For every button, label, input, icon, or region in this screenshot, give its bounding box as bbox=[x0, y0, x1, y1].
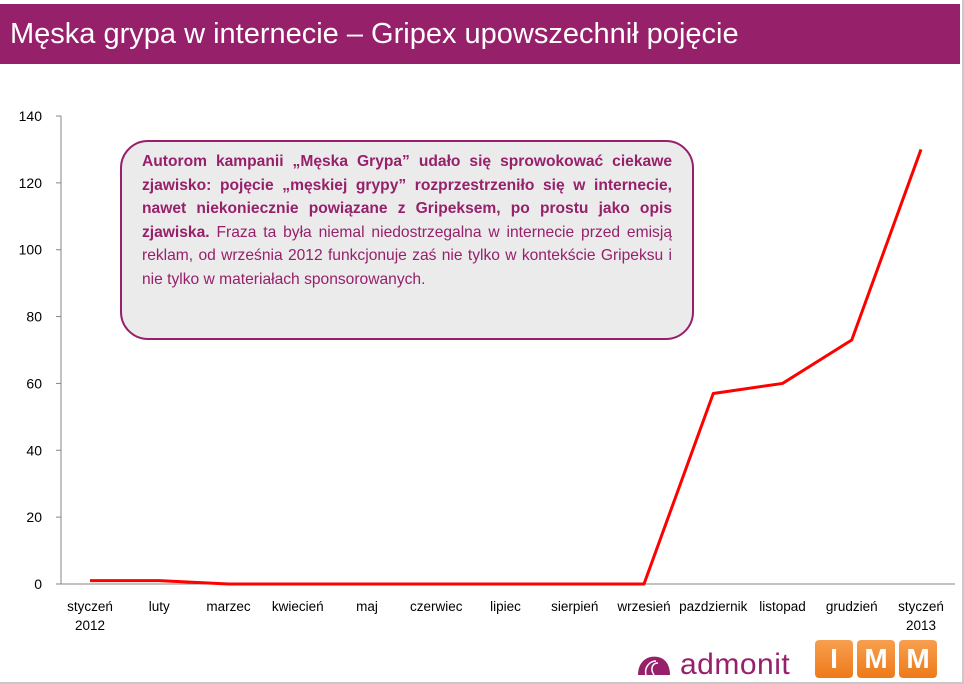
y-tick-label: 60 bbox=[26, 375, 42, 391]
x-tick-label: sierpień bbox=[551, 599, 598, 614]
y-tick-label: 140 bbox=[19, 108, 43, 124]
admonit-logo: admonit bbox=[636, 648, 790, 682]
callout-bold-text: Autorom kampanii „Męska Grypa” udało się… bbox=[142, 153, 672, 241]
x-tick-label: marzec bbox=[206, 599, 251, 614]
y-tick-label: 120 bbox=[19, 175, 43, 191]
imm-letter: I bbox=[815, 640, 853, 678]
x-tick-label: grudzień bbox=[826, 599, 878, 614]
y-tick-label: 100 bbox=[19, 242, 43, 258]
callout-text: Fraza ta była niemal niedostrzegalna w i… bbox=[142, 223, 672, 288]
y-tick-label: 0 bbox=[34, 576, 42, 592]
imm-logo: I M M bbox=[815, 640, 937, 678]
x-tick-label: czerwiec bbox=[410, 599, 463, 614]
x-tick-label: pazdziernik bbox=[679, 599, 748, 614]
shell-icon bbox=[638, 656, 670, 676]
x-tick-label: listopad bbox=[759, 599, 806, 614]
x-tick-label: styczeń 2013 bbox=[898, 599, 944, 633]
x-tick-label: wrzesień bbox=[616, 599, 670, 614]
x-tick-label: kwiecień bbox=[272, 599, 324, 614]
y-tick-label: 40 bbox=[26, 442, 42, 458]
imm-letter: M bbox=[857, 640, 895, 678]
title-bar: Męska grypa w internecie – Gripex upowsz… bbox=[0, 4, 960, 64]
x-tick-label: luty bbox=[149, 599, 170, 614]
x-tick-label: lipiec bbox=[490, 599, 521, 614]
imm-letter: M bbox=[899, 640, 937, 678]
y-tick-label: 20 bbox=[26, 509, 42, 525]
x-tick-label: maj bbox=[356, 599, 378, 614]
x-tick-label: styczeń 2012 bbox=[67, 599, 113, 633]
y-tick-label: 80 bbox=[26, 309, 42, 325]
callout-box: Autorom kampanii „Męska Grypa” udało się… bbox=[120, 140, 694, 340]
page-title: Męska grypa w internecie – Gripex upowsz… bbox=[10, 18, 739, 50]
admonit-wordmark: admonit bbox=[680, 648, 791, 681]
